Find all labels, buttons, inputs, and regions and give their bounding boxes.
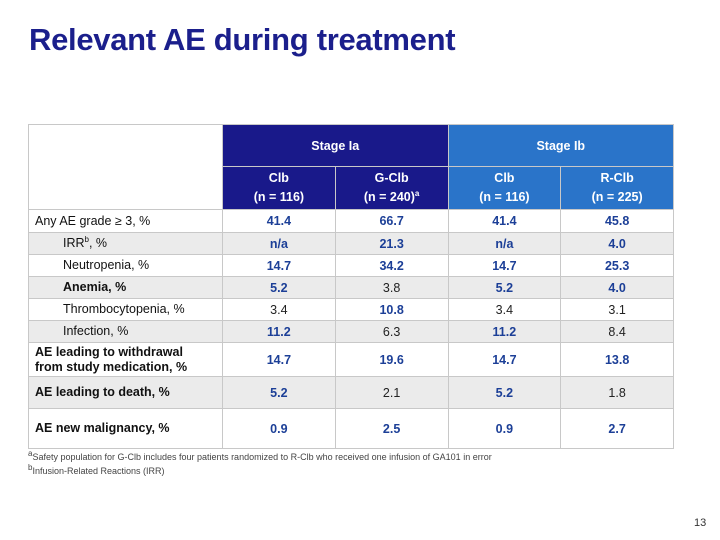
header-blank-cell [28, 124, 223, 210]
cell-value: 8.4 [560, 320, 674, 343]
cell-value: 19.6 [334, 342, 449, 377]
row-label: Anemia, % [28, 276, 223, 299]
cell-value: 25.3 [560, 254, 674, 277]
row-label: IRRb, % [28, 232, 223, 255]
cell-value: 3.8 [334, 276, 449, 299]
cell-value: 5.2 [222, 276, 336, 299]
cell-value: 34.2 [334, 254, 449, 277]
cell-value: 21.3 [334, 232, 449, 255]
cell-value: 2.5 [334, 408, 449, 449]
cell-value: 6.3 [334, 320, 449, 343]
column-header-row: Clb (n = 116) G-Clb (n = 240)a Clb (n = … [29, 166, 674, 210]
slide-title: Relevant AE during treatment [29, 22, 456, 57]
footnote-b: bInfusion-Related Reactions (IRR) [28, 463, 165, 477]
cell-value: 4.0 [560, 276, 674, 299]
cell-value: 5.2 [222, 376, 336, 409]
column-header-clb-ia: Clb (n = 116) [222, 166, 336, 210]
table-row: Neutropenia, % 14.7 34.2 14.7 25.3 [28, 254, 674, 277]
row-label: Any AE grade ≥ 3, % [28, 209, 223, 233]
cell-value: 10.8 [334, 298, 449, 321]
row-label: Infection, % [28, 320, 223, 343]
cell-value: 14.7 [222, 342, 336, 377]
cell-value: 1.8 [560, 376, 674, 409]
cell-value: 13.8 [560, 342, 674, 377]
row-label: Neutropenia, % [28, 254, 223, 277]
cell-value: 66.7 [334, 209, 449, 233]
table-row: IRRb, % n/a 21.3 n/a 4.0 [28, 232, 674, 255]
cell-value: 5.2 [447, 376, 562, 409]
cell-value: 14.7 [447, 342, 562, 377]
footnote-a: aSafety population for G-Clb includes fo… [28, 449, 492, 463]
cell-value: 3.4 [222, 298, 336, 321]
cell-value: 4.0 [560, 232, 674, 255]
cell-value: 41.4 [447, 209, 562, 233]
footnote-marker-a: a [414, 188, 420, 198]
column-header-clb-ib: Clb (n = 116) [447, 166, 562, 210]
stage-ia-header: Stage Ia [222, 124, 449, 167]
column-header-rclb: R-Clb (n = 225) [560, 166, 674, 210]
cell-value: 11.2 [222, 320, 336, 343]
cell-value: 45.8 [560, 209, 674, 233]
row-label: AE new malignancy, % [28, 408, 223, 449]
cell-value: 2.1 [334, 376, 449, 409]
cell-value: 0.9 [222, 408, 336, 449]
ae-table: Stage Ia Stage Ib Clb (n = 116) G-Clb (n… [28, 124, 674, 449]
cell-value: 3.4 [447, 298, 562, 321]
stage-ib-header: Stage Ib [447, 124, 674, 167]
page-number: 13 [694, 517, 707, 529]
cell-value: 11.2 [447, 320, 562, 343]
table-row: AE leading to death, % 5.2 2.1 5.2 1.8 [28, 376, 674, 409]
table-row: AE new malignancy, % 0.9 2.5 0.9 2.7 [28, 408, 674, 449]
cell-value: n/a [447, 232, 562, 255]
row-label: AE leading to death, % [28, 376, 223, 409]
cell-value: 3.1 [560, 298, 674, 321]
cell-value: 0.9 [447, 408, 562, 449]
cell-value: 5.2 [447, 276, 562, 299]
cell-value: n/a [222, 232, 336, 255]
table-row: Anemia, % 5.2 3.8 5.2 4.0 [28, 276, 674, 299]
table-row: Infection, % 11.2 6.3 11.2 8.4 [28, 320, 674, 343]
table-row: AE leading to withdrawal from study medi… [28, 342, 674, 377]
stage-header-row: Stage Ia Stage Ib [28, 124, 674, 210]
table-row: Thrombocytopenia, % 3.4 10.8 3.4 3.1 [28, 298, 674, 321]
column-header-gclb: G-Clb (n = 240)a [334, 166, 449, 210]
cell-value: 2.7 [560, 408, 674, 449]
table-row: Any AE grade ≥ 3, % 41.4 66.7 41.4 45.8 [28, 209, 674, 233]
cell-value: 41.4 [222, 209, 336, 233]
row-label: Thrombocytopenia, % [28, 298, 223, 321]
row-label: AE leading to withdrawal from study medi… [28, 342, 223, 377]
cell-value: 14.7 [222, 254, 336, 277]
cell-value: 14.7 [447, 254, 562, 277]
